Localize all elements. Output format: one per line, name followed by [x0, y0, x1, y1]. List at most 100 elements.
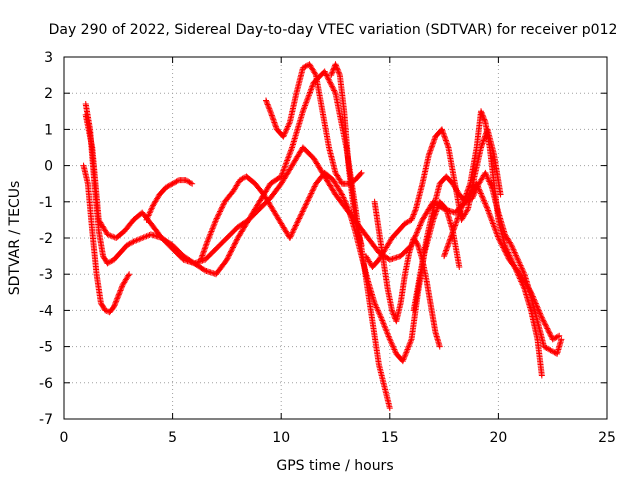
data-point [228, 247, 235, 254]
data-point [225, 254, 232, 261]
data-point [480, 113, 487, 120]
data-point [416, 223, 423, 230]
data-point [452, 222, 459, 229]
y-tick-label: -3 [39, 267, 53, 283]
data-point [279, 170, 286, 177]
data-point [509, 259, 516, 266]
data-point [516, 261, 523, 268]
data-point [300, 106, 307, 113]
data-point [232, 240, 239, 247]
series-trace-f [262, 61, 365, 187]
data-point [140, 234, 147, 241]
data-point [331, 88, 338, 95]
data-point [116, 290, 123, 297]
data-point [271, 119, 278, 126]
data-point [519, 266, 526, 273]
data-point [113, 298, 120, 305]
data-point [203, 241, 210, 248]
data-point [146, 209, 153, 216]
data-point [444, 243, 451, 250]
data-point [442, 137, 449, 144]
data-point [294, 219, 301, 226]
data-point [427, 147, 434, 154]
data-point [390, 311, 397, 318]
data-point [456, 263, 463, 270]
data-point [306, 89, 313, 96]
data-point [284, 157, 291, 164]
chart-title: Day 290 of 2022, Sidereal Day-to-day VTE… [49, 22, 618, 38]
data-point [308, 85, 315, 92]
x-tick-label: 25 [598, 430, 616, 446]
data-point [302, 63, 309, 70]
data-point [131, 238, 138, 245]
y-tick-label: 1 [44, 122, 53, 138]
data-point [511, 248, 518, 255]
data-point [539, 315, 546, 322]
data-point [441, 134, 448, 141]
data-point [212, 218, 219, 225]
data-point [303, 200, 310, 207]
data-point [439, 129, 446, 136]
data-point [514, 256, 521, 263]
data-point [341, 197, 348, 204]
data-point [450, 226, 457, 233]
data-point [303, 99, 310, 106]
data-point [503, 245, 510, 252]
data-point [504, 248, 511, 255]
data-point [387, 337, 394, 344]
data-point [340, 195, 347, 202]
data-point [281, 132, 288, 139]
data-point [480, 196, 487, 203]
data-point [441, 253, 448, 260]
data-point [102, 307, 109, 314]
data-point [344, 204, 351, 211]
data-point [118, 286, 125, 293]
x-axis-label: GPS time / hours [276, 458, 393, 474]
data-point [200, 249, 207, 256]
data-point [230, 243, 237, 250]
data-point [288, 232, 295, 239]
data-point [380, 320, 387, 327]
data-point [487, 214, 494, 221]
data-point [231, 241, 238, 248]
data-point [136, 236, 143, 243]
data-point [509, 243, 516, 250]
data-point [428, 143, 435, 150]
data-point [416, 222, 423, 229]
data-point [449, 229, 456, 236]
data-point [326, 77, 333, 84]
data-point [485, 208, 492, 215]
data-point [442, 136, 449, 143]
data-point [520, 269, 527, 276]
data-point [125, 272, 132, 279]
data-point [283, 158, 290, 165]
data-point [508, 242, 515, 249]
data-point [453, 218, 460, 225]
data-point [440, 131, 447, 138]
data-point [484, 174, 491, 181]
data-point [186, 179, 193, 186]
data-point [451, 225, 458, 232]
data-point [553, 334, 560, 341]
data-point [464, 207, 471, 214]
data-point [329, 84, 336, 91]
data-point [478, 109, 485, 116]
data-point [429, 141, 436, 148]
data-point [482, 201, 489, 208]
data-point [217, 207, 224, 214]
data-point [284, 124, 291, 131]
data-point [399, 358, 406, 365]
data-point [466, 196, 473, 203]
data-point [478, 108, 485, 115]
data-point [302, 201, 309, 208]
series-trace-d [143, 177, 196, 223]
data-point [386, 334, 393, 341]
data-point [470, 192, 477, 199]
data-point [505, 249, 512, 256]
data-point [209, 225, 216, 232]
data-point [312, 70, 319, 77]
data-point [462, 194, 469, 201]
data-point [301, 103, 308, 110]
data-point [309, 83, 316, 90]
data-point [469, 195, 476, 202]
